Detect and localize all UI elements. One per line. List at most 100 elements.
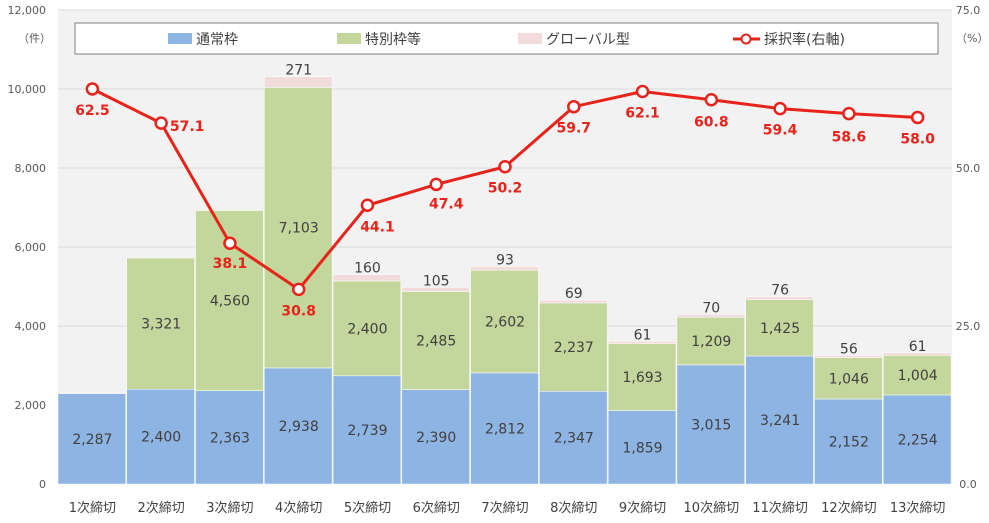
bar-segment	[745, 299, 814, 357]
bar-value-label: 2,287	[72, 432, 112, 448]
legend-swatch	[518, 33, 542, 44]
bar-value-label: 76	[771, 283, 789, 299]
rate-value-label: 30.8	[281, 303, 316, 319]
rate-point	[85, 82, 100, 96]
bar-value-label: 1,425	[760, 321, 800, 337]
y-left-tick-label: 10,000	[8, 83, 47, 96]
rate-value-label: 38.1	[213, 256, 248, 272]
rate-point	[223, 236, 237, 250]
bar-value-label: 2,602	[485, 315, 525, 331]
y-left-tick-label: 2,000	[15, 399, 47, 412]
rate-point	[567, 99, 581, 114]
y-left-tick-label: 6,000	[15, 241, 47, 254]
y-right-tick-label: 50.0	[956, 162, 981, 175]
x-category-label: 7次締切	[481, 500, 528, 516]
rate-value-label: 58.6	[832, 130, 867, 146]
bar-value-label: 2,347	[554, 431, 594, 447]
x-category-label: 13次締切	[890, 500, 946, 516]
y-left-tick-label: 12,000	[8, 4, 47, 17]
bar-segment	[814, 357, 883, 400]
bar-segment	[745, 296, 814, 300]
rate-value-label: 59.7	[556, 121, 591, 137]
bar-segment	[195, 390, 264, 485]
legend-swatch	[337, 33, 361, 44]
bar-value-label: 2,739	[347, 423, 387, 439]
rate-point	[842, 106, 856, 121]
bar-value-label: 2,400	[141, 430, 181, 446]
x-category-label: 3次締切	[206, 500, 253, 516]
bar-segment	[539, 302, 608, 392]
rate-point	[704, 92, 719, 107]
rate-point	[154, 116, 168, 130]
bar-value-label: 1,004	[898, 368, 938, 384]
x-axis: 1次締切 2次締切 3次締切 4次締切 5次締切 6次締切 7次締切 8次締切 9次締切 10次締…	[69, 500, 946, 516]
bar-value-label: 2,363	[210, 430, 250, 446]
bar-value-label: 2,485	[416, 334, 456, 350]
y-right-unit: （%）	[956, 32, 988, 45]
bar-value-label: 1,046	[829, 371, 869, 387]
bar-value-label: 1,859	[622, 440, 662, 456]
bar-segment	[676, 314, 745, 318]
bar-segment	[57, 393, 127, 485]
x-category-label: 10次締切	[684, 500, 740, 516]
bar-segment	[470, 269, 539, 374]
rate-line	[85, 82, 925, 297]
x-category-label: 6次締切	[413, 500, 460, 516]
legend-label: 採択率(右軸)	[764, 31, 845, 48]
bar-segment	[607, 341, 677, 344]
rate-value-label: 62.1	[625, 106, 660, 122]
rate-labels: 62.5 57.1 38.1 30.8 44.1 47.4 50.2 59.7 62.1 60.8…	[75, 103, 935, 319]
segment-labels: 2,287 2,400 3,321 2,363 4,560 2,938 7,103 271 2,…	[72, 63, 937, 457]
bar-value-label: 56	[840, 341, 858, 357]
bar-value-label: 2,938	[279, 419, 319, 435]
rate-value-label: 60.8	[694, 115, 729, 131]
bar-segment	[814, 398, 883, 485]
bar-value-label: 105	[423, 273, 450, 289]
rate-point	[773, 101, 787, 116]
bar-segment	[607, 343, 677, 411]
bar-segment	[676, 316, 745, 366]
bar-value-label: 61	[909, 339, 927, 355]
rate-value-label: 50.2	[488, 181, 523, 197]
bar-value-label: 160	[354, 261, 381, 277]
bar-segment	[332, 274, 402, 282]
bar-value-label: 3,321	[141, 317, 181, 333]
legend-label: 特別枠等	[365, 31, 421, 48]
bar-segment	[470, 266, 539, 271]
bar-segment	[745, 355, 814, 485]
bar-segment	[882, 352, 952, 356]
rate-value-label: 44.1	[360, 219, 395, 235]
bar-value-label: 271	[285, 63, 312, 79]
x-category-label: 2次締切	[138, 500, 185, 516]
bar-value-label: 2,237	[554, 340, 594, 356]
bar-value-label: 1,209	[691, 334, 731, 350]
rate-value-label: 59.4	[763, 123, 798, 139]
y-left-unit: （件）	[18, 32, 51, 45]
rate-point	[429, 177, 443, 192]
bar-value-label: 2,812	[485, 421, 525, 437]
bar-value-label: 61	[634, 327, 652, 343]
bar-value-label: 69	[565, 286, 583, 302]
y-axis-left: 0 2,000 4,000 6,000 8,000 10,000 12,000	[8, 4, 47, 491]
bar-segment	[126, 257, 195, 390]
rate-point	[498, 159, 512, 174]
rate-point	[291, 282, 306, 297]
bar-value-label: 70	[702, 300, 720, 316]
bar-segment	[882, 355, 952, 396]
rate-value-label: 47.4	[429, 196, 464, 212]
bar-segment	[539, 391, 608, 485]
bar-segment	[126, 388, 195, 485]
y-right-tick-label: 75.0	[956, 4, 981, 17]
rate-point	[360, 198, 375, 213]
bar-value-label: 3,015	[691, 417, 731, 433]
bar-segment	[401, 389, 470, 485]
legend-box	[74, 22, 939, 55]
y-left-tick-label: 4,000	[15, 320, 47, 333]
bars	[57, 76, 952, 485]
bar-segment	[539, 299, 608, 304]
x-category-label: 11次締切	[752, 500, 808, 516]
rate-value-label: 62.5	[75, 103, 110, 119]
legend: 通常枠 特別枠等 グローバル型 採択率(右軸)	[74, 22, 939, 55]
y-axis-right: 0.0 25.0 50.0 75.0	[956, 4, 981, 491]
